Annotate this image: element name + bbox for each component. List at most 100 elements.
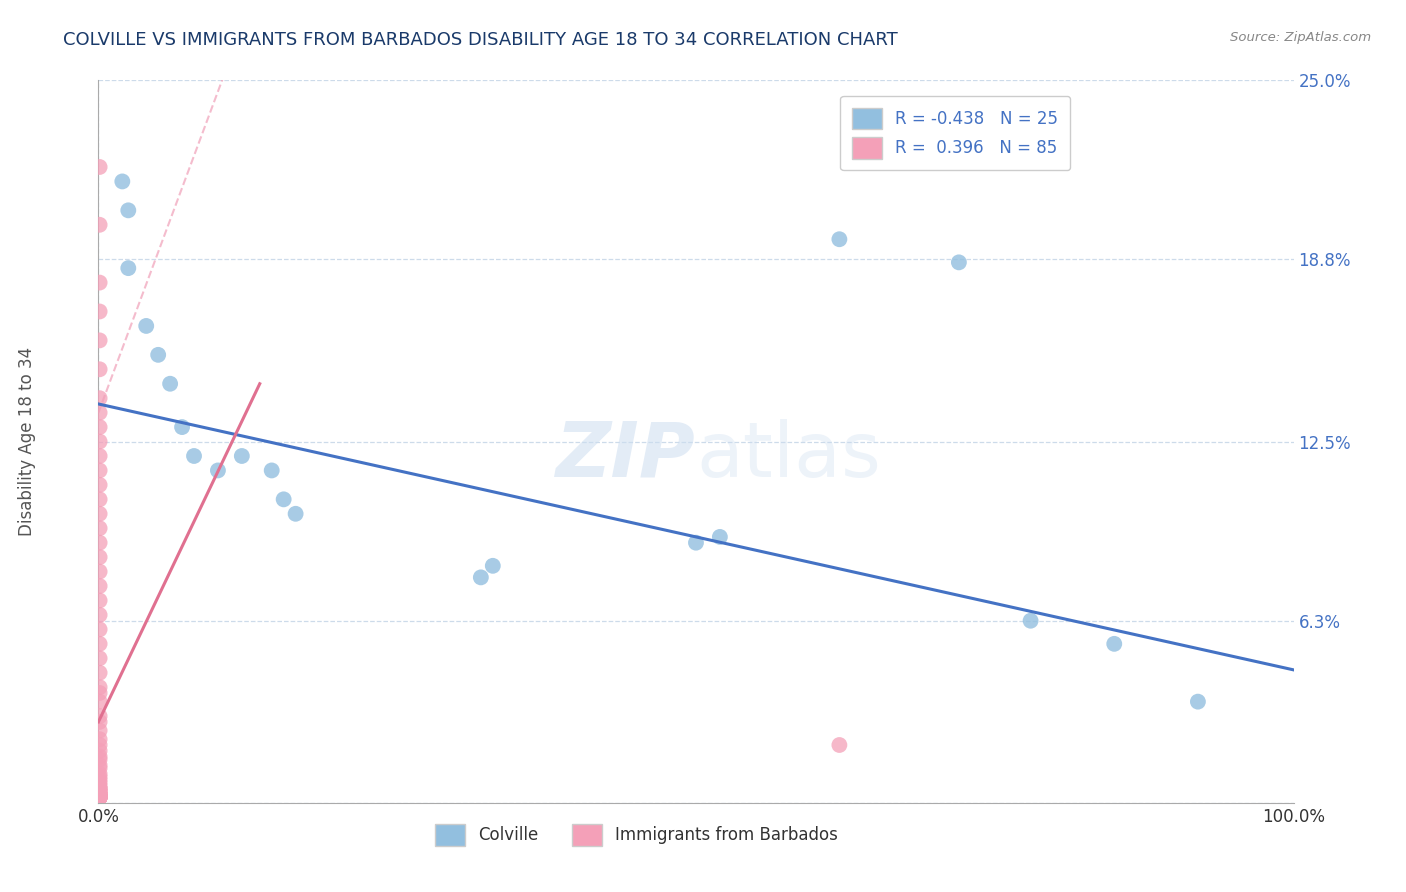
- Point: [89, 790, 111, 805]
- Point: [89, 779, 111, 793]
- Point: [89, 784, 111, 798]
- Point: [89, 790, 111, 805]
- Point: [89, 218, 111, 232]
- Point: [89, 709, 111, 723]
- Y-axis label: Disability Age 18 to 34: Disability Age 18 to 34: [18, 347, 37, 536]
- Point: [89, 749, 111, 764]
- Point: [948, 255, 970, 269]
- Point: [89, 492, 111, 507]
- Point: [470, 570, 492, 584]
- Point: [89, 651, 111, 665]
- Point: [89, 535, 111, 549]
- Point: [89, 790, 111, 805]
- Point: [89, 695, 111, 709]
- Point: [89, 550, 111, 565]
- Point: [89, 758, 111, 772]
- Point: [89, 772, 111, 787]
- Point: [89, 714, 111, 729]
- Point: [135, 318, 157, 333]
- Text: Source: ZipAtlas.com: Source: ZipAtlas.com: [1230, 31, 1371, 45]
- Point: [89, 790, 111, 805]
- Point: [89, 478, 111, 492]
- Point: [89, 787, 111, 801]
- Point: [89, 790, 111, 805]
- Point: [89, 790, 111, 805]
- Point: [89, 767, 111, 781]
- Point: [1187, 695, 1209, 709]
- Point: [89, 507, 111, 521]
- Point: [89, 579, 111, 593]
- Point: [89, 449, 111, 463]
- Point: [231, 449, 253, 463]
- Point: [260, 463, 283, 477]
- Point: [89, 607, 111, 622]
- Text: COLVILLE VS IMMIGRANTS FROM BARBADOS DISABILITY AGE 18 TO 34 CORRELATION CHART: COLVILLE VS IMMIGRANTS FROM BARBADOS DIS…: [63, 31, 898, 49]
- Point: [89, 680, 111, 694]
- Point: [89, 565, 111, 579]
- Point: [89, 775, 111, 789]
- Point: [89, 732, 111, 747]
- Point: [89, 637, 111, 651]
- Point: [89, 787, 111, 801]
- Point: [89, 420, 111, 434]
- Point: [89, 790, 111, 805]
- Point: [89, 723, 111, 738]
- Legend: Colville, Immigrants from Barbados: Colville, Immigrants from Barbados: [427, 818, 845, 852]
- Point: [89, 790, 111, 805]
- Point: [89, 781, 111, 796]
- Point: [89, 784, 111, 798]
- Point: [159, 376, 181, 391]
- Point: [89, 790, 111, 805]
- Point: [89, 463, 111, 477]
- Point: [89, 665, 111, 680]
- Point: [89, 391, 111, 405]
- Point: [89, 761, 111, 775]
- Point: [89, 521, 111, 535]
- Point: [89, 304, 111, 318]
- Point: [117, 261, 139, 276]
- Text: atlas: atlas: [696, 419, 880, 493]
- Point: [685, 535, 707, 549]
- Point: [89, 790, 111, 805]
- Point: [207, 463, 229, 477]
- Point: [183, 449, 205, 463]
- Point: [89, 790, 111, 805]
- Point: [1019, 614, 1042, 628]
- Point: [172, 420, 194, 434]
- Point: [89, 790, 111, 805]
- Point: [89, 770, 111, 784]
- Point: [828, 232, 851, 246]
- Point: [89, 752, 111, 766]
- Point: [89, 790, 111, 805]
- Point: [89, 790, 111, 805]
- Point: [284, 507, 307, 521]
- Point: [89, 334, 111, 348]
- Point: [89, 787, 111, 801]
- Text: ZIP: ZIP: [557, 419, 696, 493]
- Point: [828, 738, 851, 752]
- Point: [89, 790, 111, 805]
- Point: [89, 362, 111, 376]
- Point: [89, 744, 111, 758]
- Point: [89, 781, 111, 796]
- Point: [89, 276, 111, 290]
- Point: [89, 781, 111, 796]
- Point: [89, 738, 111, 752]
- Point: [89, 406, 111, 420]
- Point: [89, 790, 111, 805]
- Point: [148, 348, 170, 362]
- Point: [481, 558, 505, 573]
- Point: [1104, 637, 1126, 651]
- Point: [89, 686, 111, 700]
- Point: [273, 492, 295, 507]
- Point: [89, 790, 111, 805]
- Point: [709, 530, 731, 544]
- Point: [89, 434, 111, 449]
- Point: [89, 790, 111, 805]
- Point: [89, 787, 111, 801]
- Point: [89, 623, 111, 637]
- Point: [89, 787, 111, 801]
- Point: [89, 593, 111, 607]
- Point: [117, 203, 139, 218]
- Point: [89, 784, 111, 798]
